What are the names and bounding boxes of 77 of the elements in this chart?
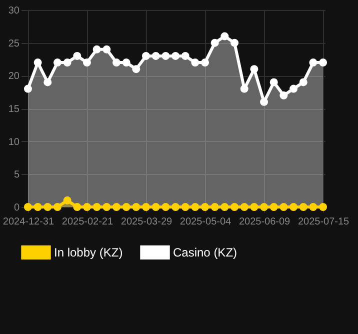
point xyxy=(73,52,82,60)
point xyxy=(92,45,101,54)
point xyxy=(162,52,170,60)
point xyxy=(309,58,318,67)
point xyxy=(280,203,288,211)
point xyxy=(299,203,308,211)
y-tick-label: 25 xyxy=(8,38,20,50)
point xyxy=(122,58,130,67)
y-tick-label: 30 xyxy=(8,6,20,16)
point xyxy=(152,203,160,211)
point xyxy=(82,58,91,67)
point xyxy=(152,52,160,60)
point xyxy=(112,203,120,211)
y-tick-label: 0 xyxy=(14,202,20,214)
x-tick-label: 2025-07-15 xyxy=(298,216,350,228)
legend-label: Casino (KZ) xyxy=(173,245,238,260)
point xyxy=(181,52,190,60)
point xyxy=(270,203,278,211)
point xyxy=(260,203,268,211)
point xyxy=(290,203,298,211)
point xyxy=(142,203,150,211)
y-tick-label: 15 xyxy=(8,104,20,115)
point xyxy=(44,78,52,86)
point xyxy=(210,38,219,47)
y-tick-label: 5 xyxy=(14,170,20,181)
x-tick-label: 2025-03-29 xyxy=(120,216,173,228)
point xyxy=(280,91,288,100)
point xyxy=(34,58,42,67)
point xyxy=(53,58,62,67)
point xyxy=(102,45,111,54)
point xyxy=(299,78,308,86)
point xyxy=(240,84,248,93)
point xyxy=(220,203,229,211)
point xyxy=(309,203,318,211)
point xyxy=(53,203,62,211)
point xyxy=(162,203,170,211)
point xyxy=(24,203,32,211)
point xyxy=(82,203,91,211)
legend-label: In lobby (KZ) xyxy=(54,245,123,260)
point xyxy=(250,203,258,211)
point xyxy=(230,38,239,47)
x-tick-label: 2024-12-31 xyxy=(2,216,54,228)
point xyxy=(201,203,210,211)
point xyxy=(132,65,140,74)
point xyxy=(102,203,111,211)
point xyxy=(240,203,248,211)
y-tick-label: 10 xyxy=(8,136,20,148)
point xyxy=(63,58,72,67)
point xyxy=(44,203,52,211)
point xyxy=(230,203,239,211)
point xyxy=(201,58,210,67)
point xyxy=(260,98,268,106)
point xyxy=(250,65,258,74)
point xyxy=(181,203,190,211)
point xyxy=(172,203,180,211)
point xyxy=(112,58,120,67)
x-tick-label: 2025-06-09 xyxy=(238,216,291,228)
point xyxy=(142,52,150,60)
point xyxy=(73,203,82,211)
point xyxy=(210,203,219,211)
point xyxy=(24,84,32,93)
point xyxy=(191,203,200,211)
point xyxy=(319,58,328,67)
y-tick-label: 20 xyxy=(8,71,20,82)
point xyxy=(270,78,278,86)
point xyxy=(63,196,72,204)
point xyxy=(319,203,328,211)
x-tick-label: 2025-02-21 xyxy=(62,216,114,228)
point xyxy=(220,32,229,40)
point xyxy=(34,203,42,211)
point xyxy=(191,58,200,67)
point xyxy=(122,203,130,211)
point xyxy=(172,52,180,60)
point xyxy=(132,203,140,211)
point xyxy=(290,84,298,93)
x-tick-label: 2025-05-04 xyxy=(180,216,232,228)
point xyxy=(92,203,101,211)
